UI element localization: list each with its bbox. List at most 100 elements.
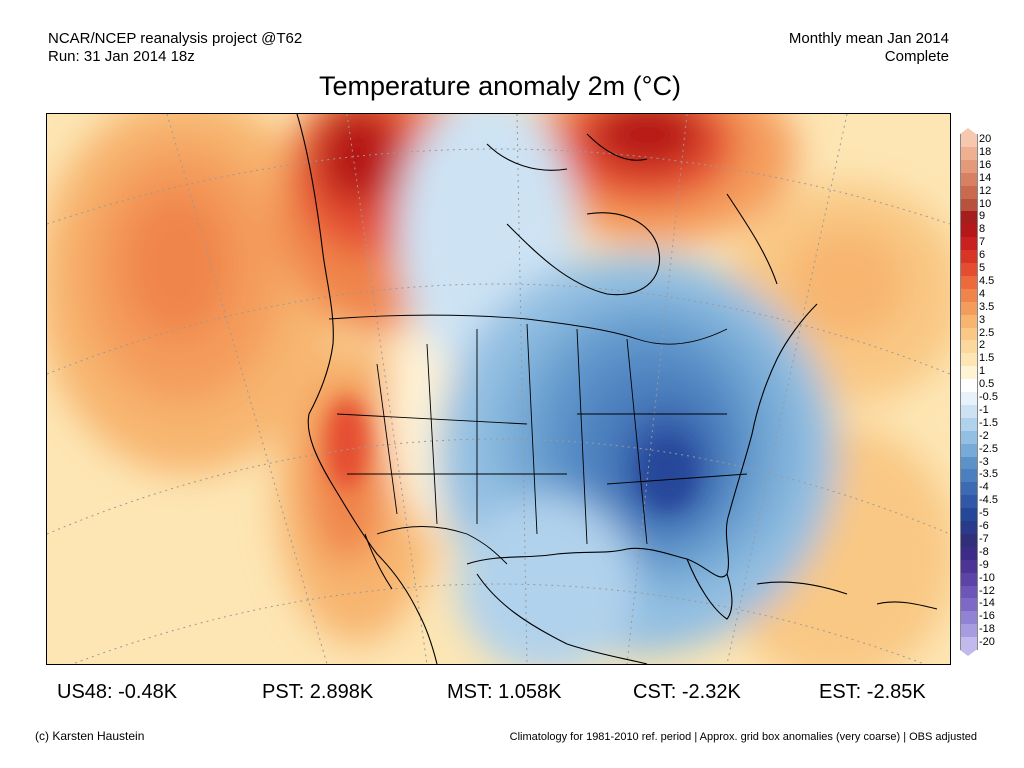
legend-label: 18	[979, 145, 992, 158]
map-title: Temperature anomaly 2m (°C)	[319, 71, 681, 101]
legend-swatch	[960, 211, 978, 225]
legend-label: 10	[979, 197, 992, 210]
legend-label: 16	[979, 158, 992, 171]
legend-swatch	[960, 533, 978, 548]
legend-label: 1.5	[979, 352, 995, 365]
legend-swatch	[960, 340, 978, 354]
color-legend: 20 18 16 14 12 10 9 8 7 6 5 4.5 4 3.5 3 2.5 2 1.5 1 0.5 -0.5…	[957, 128, 1017, 656]
legend-label: 9	[979, 210, 986, 223]
legend-swatch	[960, 263, 978, 277]
anomaly-map	[46, 113, 951, 665]
legend-label: 5	[979, 262, 986, 274]
legend-swatch	[960, 521, 978, 535]
legend-label: -1	[979, 403, 989, 416]
legend-label: 6	[979, 249, 986, 262]
legend-label: -16	[979, 610, 995, 623]
legend-swatch	[960, 469, 978, 483]
legend-label: -9	[979, 558, 989, 571]
legend-label: 20	[979, 133, 992, 145]
legend-label: 14	[979, 171, 992, 184]
legend-label: 0.5	[979, 378, 995, 391]
legend-swatch	[960, 237, 978, 251]
legend-swatch	[960, 353, 978, 367]
legend-swatch	[960, 392, 978, 406]
legend-swatch	[960, 379, 978, 393]
legend-label: -3	[979, 455, 989, 468]
climatology-note: Climatology for 1981-2010 ref. period | …	[509, 731, 977, 743]
legend-swatch	[960, 546, 978, 561]
borders	[328, 314, 748, 565]
legend-label: -5	[979, 507, 989, 520]
legend-label: -4.5	[979, 494, 998, 507]
coastlines	[296, 114, 938, 664]
legend-swatch	[960, 159, 978, 174]
legend-swatch	[960, 301, 978, 316]
legend-swatch	[960, 250, 978, 264]
credit-label: (c) Karsten Haustein	[35, 729, 145, 743]
status-label: Complete	[884, 48, 949, 65]
legend-label: 4	[979, 287, 986, 300]
stat-pst: PST: 2.898K	[262, 681, 374, 703]
legend-swatch	[960, 146, 978, 161]
legend-label: -12	[979, 584, 995, 597]
legend-swatch	[960, 559, 978, 574]
header-left: NCAR/NCEP reanalysis project @T62 Run: 3…	[48, 30, 302, 66]
stat-cst: CST: -2.32K	[633, 681, 741, 703]
legend-label: -3.5	[979, 468, 998, 481]
legend-label: -8	[979, 545, 989, 558]
stat-mst: MST: 1.058K	[447, 681, 562, 703]
legend-label: -14	[979, 597, 995, 610]
legend-arrow-top	[960, 128, 976, 134]
legend-label: 4.5	[979, 274, 995, 287]
legend-label: 12	[979, 184, 992, 197]
legend-swatch	[960, 585, 978, 599]
legend-label: -1.5	[979, 416, 998, 429]
legend-swatch	[960, 288, 978, 303]
run-label: Run: 31 Jan 2014 18z	[48, 48, 195, 65]
legend-swatch	[960, 198, 978, 212]
stat-us48: US48: -0.48K	[57, 681, 178, 703]
legend-swatch	[960, 327, 978, 341]
legend-swatch	[960, 456, 978, 470]
stat-est: EST: -2.85K	[819, 681, 926, 703]
legend-swatch	[960, 404, 978, 419]
legend-swatch	[960, 366, 978, 380]
legend-swatch	[960, 598, 978, 612]
legend-label: -2	[979, 429, 989, 442]
legend-label: -18	[979, 623, 995, 636]
legend-label: -6	[979, 520, 989, 532]
header-right: Monthly mean Jan 2014 Complete	[789, 30, 949, 66]
legend-swatch	[960, 572, 978, 586]
legend-swatch	[960, 611, 978, 625]
legend-swatch	[960, 134, 978, 148]
legend-swatch	[960, 314, 978, 328]
legend-label: -10	[979, 571, 995, 584]
legend-arrow-bottom	[960, 650, 976, 656]
legend-label: -2.5	[979, 442, 998, 455]
graticule	[47, 114, 950, 664]
legend-swatch	[960, 224, 978, 238]
legend-swatch	[960, 172, 978, 187]
period-label: Monthly mean Jan 2014	[788, 30, 949, 47]
legend-swatch	[960, 185, 978, 199]
legend-label: -20	[979, 636, 995, 649]
legend-swatch	[960, 495, 978, 509]
legend-label: 1	[979, 365, 986, 378]
legend-label: 2	[979, 339, 986, 352]
legend-label: 3.5	[979, 300, 995, 313]
legend-swatch	[960, 482, 978, 496]
reanalysis-label: NCAR/NCEP reanalysis project @T62	[48, 30, 303, 47]
legend-swatch	[960, 508, 978, 522]
anomaly-detail	[327, 399, 695, 509]
legend-label: 7	[979, 236, 986, 249]
legend-label: -0.5	[979, 391, 998, 403]
regional-stats: US48: -0.48K PST: 2.898K MST: 1.058K CST: -…	[0, 680, 1024, 704]
legend-label: -7	[979, 532, 989, 545]
legend-label: 2.5	[979, 326, 995, 339]
legend-label: 8	[979, 223, 986, 236]
legend-swatch	[960, 275, 978, 290]
legend-swatch	[960, 624, 978, 638]
anomaly-field	[47, 114, 950, 664]
legend-label: 3	[979, 313, 986, 326]
legend-swatch	[960, 443, 978, 457]
